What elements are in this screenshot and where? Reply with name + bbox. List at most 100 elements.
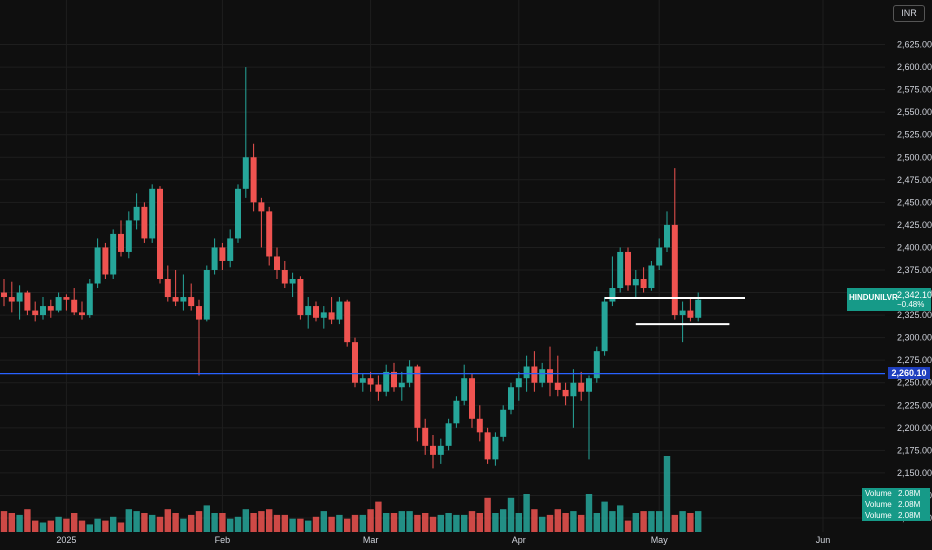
candle-body [110,233,117,275]
candle-body [180,297,187,302]
volume-bar [390,513,398,532]
time-axis[interactable]: 2025 Feb Mar Apr May Jun [56,535,830,545]
candle-body [86,283,93,316]
candle-body [118,233,124,252]
volume-bar [0,511,8,532]
volume-bar [71,513,78,532]
candle-body [601,301,608,352]
volume-bar [320,511,327,532]
candle-body [125,220,132,252]
candle-body [227,238,234,261]
volume-bar [266,509,273,532]
volume-bar [16,514,23,532]
y-tick-label: 2,300.00 [897,333,932,343]
candle-body [141,206,148,239]
volume-bar [609,511,616,532]
volume-bar [663,456,671,532]
volume-bar [523,494,530,532]
candle-body [617,251,624,289]
candle-body [515,378,522,388]
volume-bar [624,520,632,532]
volume-bar [195,511,203,532]
volume-bar [117,522,125,532]
candle-body [492,436,499,460]
candle-body [336,301,343,320]
volume-tag-label: Volume [865,511,892,520]
volume-tag-value: 2.08M [898,511,921,520]
volume-bar [297,518,304,532]
volume-bar [102,520,109,532]
candle-body [570,382,577,397]
volume-bars [0,456,702,532]
y-tick-label: 2,325.00 [897,310,932,320]
y-tick-label: 2,400.00 [897,242,932,252]
volume-bar [648,511,655,532]
volume-bar [375,501,382,532]
volume-bar [461,514,468,532]
chart-grid [0,0,885,532]
candle-body [593,351,600,379]
volume-bar [687,513,694,532]
candle-body [242,157,249,189]
volume-bar [55,516,62,532]
candle-body [40,306,46,316]
candle-body [24,292,31,311]
volume-bar [383,513,390,532]
candle-body [500,409,507,437]
candle-body [695,299,702,318]
candle-body [313,306,319,318]
candle-body [297,279,304,316]
candle-body [664,224,670,248]
volume-bar [164,509,171,532]
volume-bar [500,509,507,532]
candle-body [398,382,405,388]
volume-tag-label: Volume [865,500,892,509]
candle-body [632,279,639,286]
volume-bar [242,509,249,532]
price-change: −0.48% [897,300,925,309]
candle-body [71,299,78,313]
volume-bar [422,513,429,532]
candle-body [578,382,585,392]
candle-body [406,366,413,383]
candle-body [320,312,327,318]
volume-bar [453,514,460,532]
x-tick-label: Mar [363,535,379,545]
candle-body [344,301,351,343]
candle-body [562,389,569,397]
volume-bar [219,513,226,532]
y-tick-label: 2,525.00 [897,130,932,140]
volume-bar [180,518,187,532]
y-tick-label: 2,250.00 [897,378,932,388]
volume-bar [656,511,663,532]
volume-bar [640,511,647,532]
last-price-tag: HINDUNILVR 2,342.10 −0.48% [847,288,932,311]
candle-body [219,247,226,261]
candle-body [625,251,631,286]
volume-bar [203,505,210,532]
price-axis[interactable]: 2,100.002,125.002,150.002,175.002,200.00… [897,40,932,523]
volume-bar [429,516,437,532]
volume-bar [281,514,288,532]
volume-bar [336,514,343,532]
y-tick-label: 2,425.00 [897,220,932,230]
candle-body [133,206,140,221]
candle-body [188,297,195,307]
candle-body [383,371,390,392]
volume-tag-value: 2.08M [898,489,921,498]
volume-bar [234,516,242,532]
y-tick-label: 2,625.00 [897,40,932,50]
candle-body [32,310,39,316]
candle-body [679,310,686,316]
x-tick-label: 2025 [56,535,76,545]
volume-bar [539,516,546,532]
candle-body [16,292,23,302]
volume-bar [149,514,156,532]
trendline-annotations[interactable] [604,296,745,326]
y-tick-label: 2,500.00 [897,152,932,162]
volume-bar [414,514,421,532]
currency-button[interactable]: INR [893,5,925,22]
y-tick-label: 2,275.00 [897,355,932,365]
volume-bar [398,511,405,532]
